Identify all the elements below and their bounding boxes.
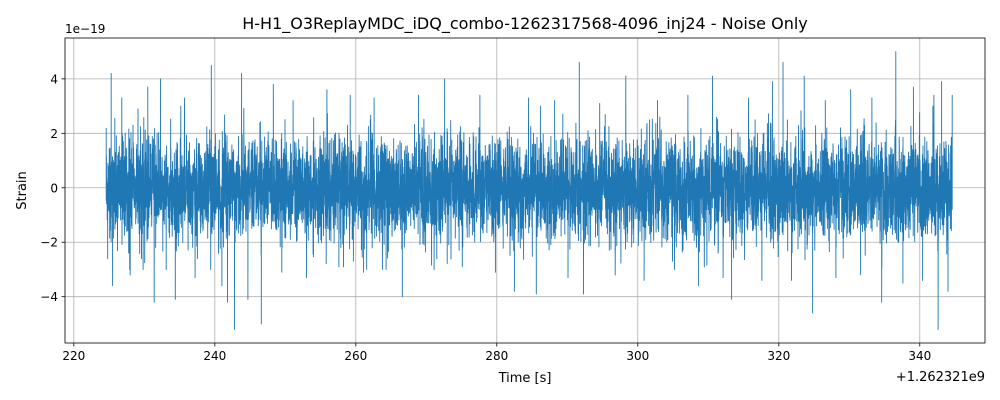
strain-series-line	[105, 51, 953, 330]
x-tick-label: 280	[485, 349, 508, 363]
x-tick-label: 240	[203, 349, 226, 363]
plot-frame	[64, 37, 986, 344]
x-tick-label: 300	[626, 349, 649, 363]
y-scale-label: 1e−19	[65, 22, 105, 36]
y-tick-label: −2	[40, 236, 58, 250]
y-tick-label: 2	[50, 127, 58, 141]
y-tick-label: −4	[40, 290, 58, 304]
y-tick-label: 0	[50, 181, 58, 195]
x-offset-label: +1.262321e9	[896, 370, 985, 385]
x-axis-label: Time [s]	[498, 371, 552, 386]
plot-area	[64, 37, 986, 344]
y-axis: −4 −2 0 2 4	[40, 72, 65, 304]
series-layer	[105, 51, 953, 330]
x-tick-label: 220	[62, 349, 85, 363]
y-axis-label: Strain	[15, 171, 30, 210]
y-tick-label: 4	[50, 72, 58, 86]
x-tick-label: 320	[767, 349, 790, 363]
x-axis: 220 240 260 280 300 320 340	[62, 343, 931, 363]
x-tick-label: 340	[908, 349, 931, 363]
x-tick-label: 260	[344, 349, 367, 363]
chart-title: H-H1_O3ReplayMDC_iDQ_combo-1262317568-40…	[242, 14, 808, 34]
